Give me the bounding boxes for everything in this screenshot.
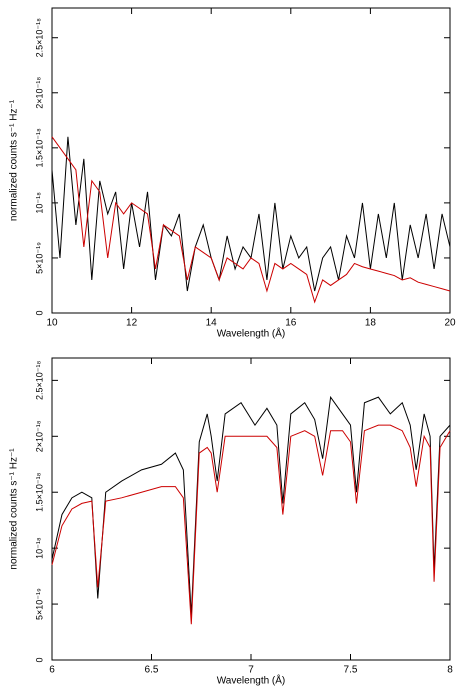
series-line	[51, 136, 451, 304]
x-tick-label: 18	[365, 318, 377, 329]
y-tick-label: 5×10⁻¹⁹	[34, 242, 44, 274]
x-tick-label: 6.5	[145, 665, 159, 676]
plot-frame	[51, 7, 451, 314]
series-line	[51, 424, 451, 625]
x-axis-label: Wavelength (Å)	[217, 327, 286, 340]
y-tick-label: 10⁻¹⁸	[34, 192, 44, 214]
x-tick-label: 16	[285, 318, 297, 329]
y-tick-label: 10⁻¹⁸	[34, 537, 44, 559]
series-line	[51, 136, 451, 292]
y-tick-label: 2.5×10⁻¹⁸	[34, 18, 44, 58]
y-tick-label: 2.5×10⁻¹⁸	[34, 361, 44, 401]
series-line	[51, 395, 451, 616]
x-tick-label: 7.5	[344, 665, 358, 676]
y-tick-label: 0	[34, 310, 44, 315]
x-tick-label: 7	[248, 665, 254, 676]
plot-frame	[51, 357, 451, 661]
y-tick-label: 2×10⁻¹⁸	[34, 420, 44, 452]
x-tick-label: 6	[49, 665, 55, 676]
y-tick-label: 2×10⁻¹⁸	[34, 77, 44, 109]
y-tick-label: 0	[34, 657, 44, 662]
x-axis-label: Wavelength (Å)	[217, 674, 286, 687]
y-axis-label: normalized counts s⁻¹ Hz⁻¹	[9, 99, 20, 221]
y-tick-label: 1.5×10⁻¹⁸	[34, 472, 44, 512]
x-tick-label: 20	[444, 318, 456, 329]
x-tick-label: 12	[126, 318, 138, 329]
x-tick-label: 14	[206, 318, 218, 329]
x-tick-label: 10	[46, 318, 58, 329]
x-tick-label: 8	[447, 665, 453, 676]
y-tick-label: 1.5×10⁻¹⁸	[34, 128, 44, 168]
y-axis-label: normalized counts s⁻¹ Hz⁻¹	[9, 448, 20, 570]
y-tick-label: 5×10⁻¹⁹	[34, 588, 44, 620]
